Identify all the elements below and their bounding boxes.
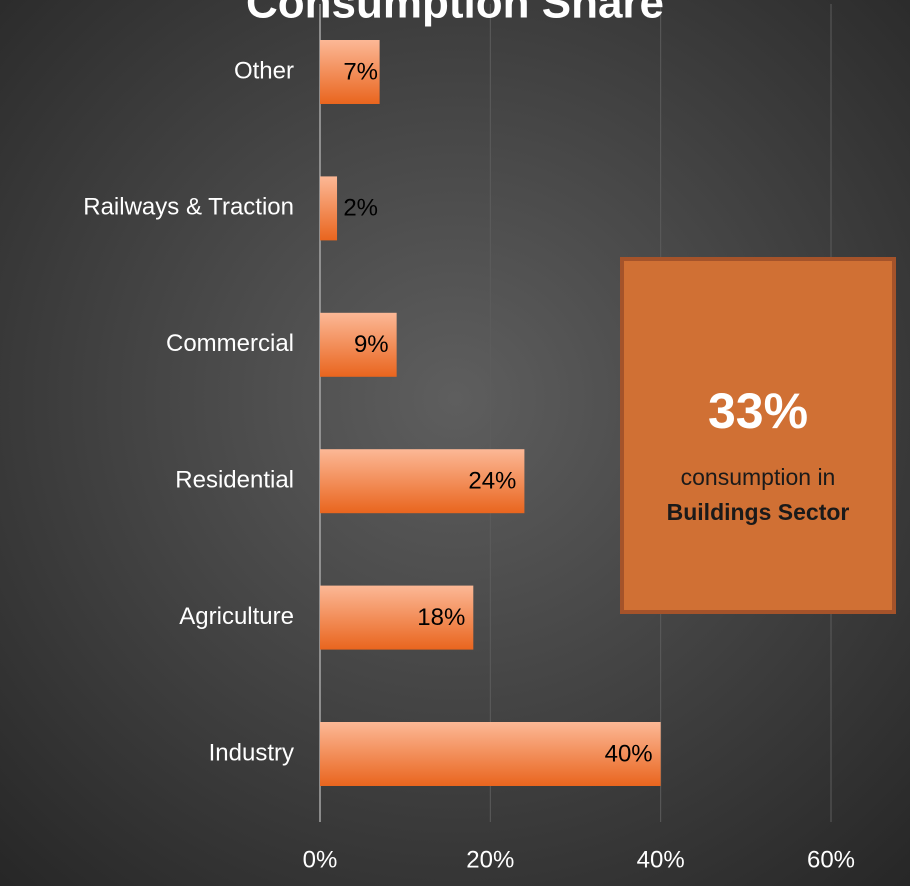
annotation-box [620, 257, 896, 614]
annotation-value: 33% [708, 383, 808, 439]
annotation-text: consumption in [681, 464, 836, 490]
bar [320, 312, 397, 377]
data-label: 18% [417, 604, 465, 631]
bar [320, 176, 338, 241]
y-tick-label: Other [234, 57, 294, 84]
bar [320, 40, 380, 104]
data-label: 9% [354, 331, 389, 358]
x-tick-label: 0% [303, 846, 338, 873]
x-tick-label: 40% [637, 846, 685, 873]
bar [320, 722, 661, 786]
y-tick-label: Commercial [166, 330, 294, 357]
y-tick-label: Residential [175, 467, 294, 494]
data-label: 7% [343, 58, 378, 85]
data-label: 2% [343, 195, 378, 222]
x-tick-label: 60% [807, 846, 855, 873]
y-tick-label: Railways & Traction [83, 194, 294, 221]
y-tick-label: Agriculture [179, 603, 294, 630]
annotation-text: Buildings Sector [667, 499, 850, 525]
y-tick-label: Industry [209, 739, 294, 766]
chart-title: Consumption Share [246, 0, 664, 28]
bar [320, 585, 474, 650]
bar [320, 449, 525, 514]
x-tick-label: 20% [466, 846, 514, 873]
data-label: 40% [605, 740, 653, 767]
data-label: 24% [468, 468, 516, 495]
